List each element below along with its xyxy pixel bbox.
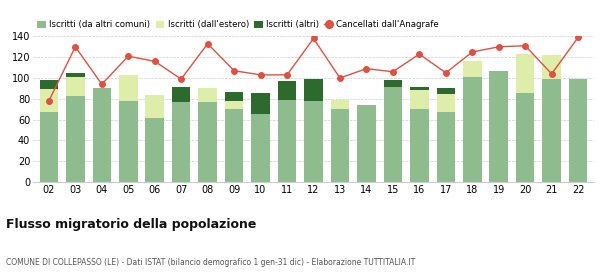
Bar (437, 112, 455, 182)
Bar (145, 95, 164, 118)
Bar (542, 55, 561, 79)
Bar (437, 94, 455, 112)
Bar (199, 88, 217, 102)
Bar (410, 90, 428, 109)
Legend: Iscritti (da altri comuni), Iscritti (dall'estero), Iscritti (altri), Cancellati: Iscritti (da altri comuni), Iscritti (da… (37, 20, 439, 29)
Bar (92, 88, 111, 182)
Bar (199, 102, 217, 182)
Bar (542, 79, 561, 182)
Bar (225, 109, 244, 182)
Bar (463, 77, 482, 182)
Bar (304, 79, 323, 101)
Bar (490, 71, 508, 182)
Bar (251, 115, 270, 182)
Bar (66, 73, 85, 77)
Bar (119, 75, 137, 101)
Bar (225, 101, 244, 109)
Bar (383, 80, 402, 87)
Bar (66, 77, 85, 96)
Bar (119, 101, 137, 182)
Text: Flusso migratorio della popolazione: Flusso migratorio della popolazione (6, 218, 256, 231)
Bar (278, 81, 296, 100)
Bar (40, 89, 58, 112)
Bar (516, 93, 535, 182)
Bar (383, 87, 402, 182)
Bar (172, 87, 190, 102)
Bar (251, 93, 270, 115)
Bar (569, 79, 587, 182)
Bar (437, 88, 455, 94)
Bar (410, 109, 428, 182)
Bar (40, 112, 58, 182)
Bar (278, 100, 296, 182)
Bar (516, 54, 535, 93)
Text: COMUNE DI COLLEPASSO (LE) - Dati ISTAT (bilancio demografico 1 gen-31 dic) - Ela: COMUNE DI COLLEPASSO (LE) - Dati ISTAT (… (6, 258, 415, 267)
Bar (172, 102, 190, 182)
Bar (66, 96, 85, 182)
Bar (410, 87, 428, 90)
Bar (40, 80, 58, 89)
Bar (304, 101, 323, 182)
Bar (145, 118, 164, 182)
Bar (225, 92, 244, 101)
Bar (357, 105, 376, 182)
Bar (331, 109, 349, 182)
Bar (331, 100, 349, 109)
Bar (463, 61, 482, 77)
